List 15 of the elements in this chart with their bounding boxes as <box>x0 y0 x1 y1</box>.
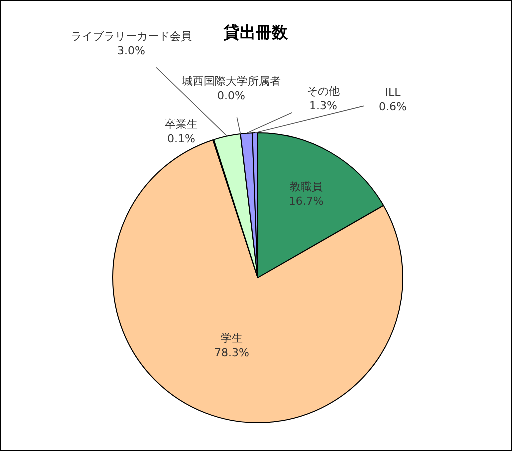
data-label: 1.3% <box>310 99 338 112</box>
text: 0.0% <box>218 89 246 102</box>
chart-title: 貸出冊数 <box>223 23 289 42</box>
slice-label: 卒業生 <box>165 118 198 131</box>
data-label: 3.0% <box>118 44 146 58</box>
data-label: 16.7% <box>288 195 324 208</box>
slice-label: その他 <box>307 85 340 98</box>
slice-label: 学生 <box>220 332 243 346</box>
category-label: 城西国際大学所属者 <box>182 75 281 88</box>
slice-label: ライブラリーカード会員 <box>71 30 192 43</box>
slice-label: ILL <box>385 86 402 99</box>
data-label: 0.1% <box>168 132 196 146</box>
slice-label: 教職員 <box>290 180 323 194</box>
data-label: 0.6% <box>379 100 407 114</box>
data-label: 78.3% <box>214 346 250 360</box>
